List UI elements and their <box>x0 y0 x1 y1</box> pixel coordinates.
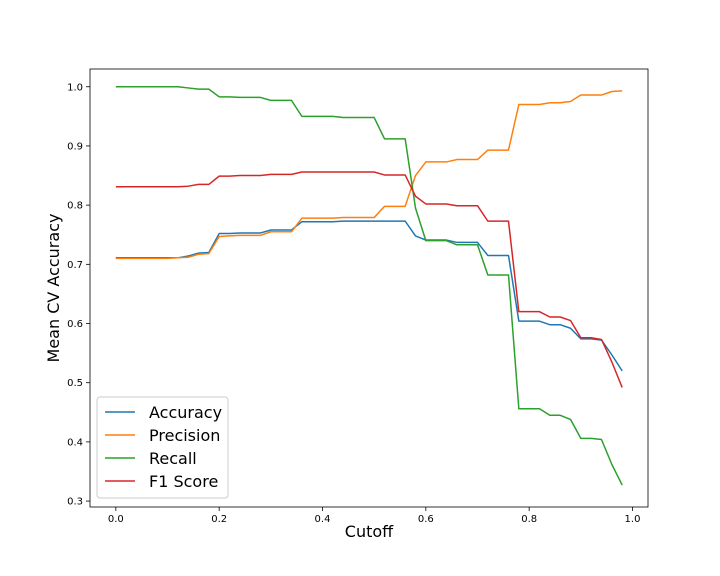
series-line-precision <box>115 90 623 260</box>
y-tick-label: 0.5 <box>67 378 83 389</box>
x-tick-label: 0.4 <box>315 514 331 525</box>
x-tick-label: 0.0 <box>108 514 124 525</box>
x-tick-label: 0.8 <box>521 514 537 525</box>
legend-box <box>96 396 229 499</box>
plot-frame <box>89 68 649 508</box>
y-tick-label: 1.0 <box>67 82 83 93</box>
x-tick-label: 0.2 <box>211 514 227 525</box>
series-line-accuracy <box>115 220 623 372</box>
x-axis-title: Cutoff <box>345 522 394 541</box>
series-layer <box>115 86 623 486</box>
series-line-recall <box>115 86 623 486</box>
y-axis: 0.3 0.4 0.5 0.6 0.7 0.8 0.9 1.0 <box>67 82 90 508</box>
y-tick-label: 0.3 <box>67 497 83 508</box>
y-tick-label: 0.7 <box>67 260 83 271</box>
x-tick-label: 1.0 <box>625 514 641 525</box>
x-axis: 0.0 0.2 0.4 0.6 0.8 1.0 <box>108 507 641 525</box>
y-tick-label: 0.6 <box>67 319 83 330</box>
y-tick-label: 0.8 <box>67 201 83 212</box>
x-tick-label: 0.6 <box>418 514 434 525</box>
y-tick-label: 0.4 <box>67 437 83 448</box>
series-line-f1-score <box>115 171 623 388</box>
legend-label: Precision <box>149 426 220 445</box>
legend-label: Accuracy <box>149 403 222 422</box>
y-tick-label: 0.9 <box>67 141 83 152</box>
legend-label: F1 Score <box>149 472 218 491</box>
legend: Accuracy Precision Recall F1 Score <box>96 396 229 499</box>
legend-label: Recall <box>149 449 197 468</box>
y-axis-title: Mean CV Accuracy <box>44 214 63 363</box>
